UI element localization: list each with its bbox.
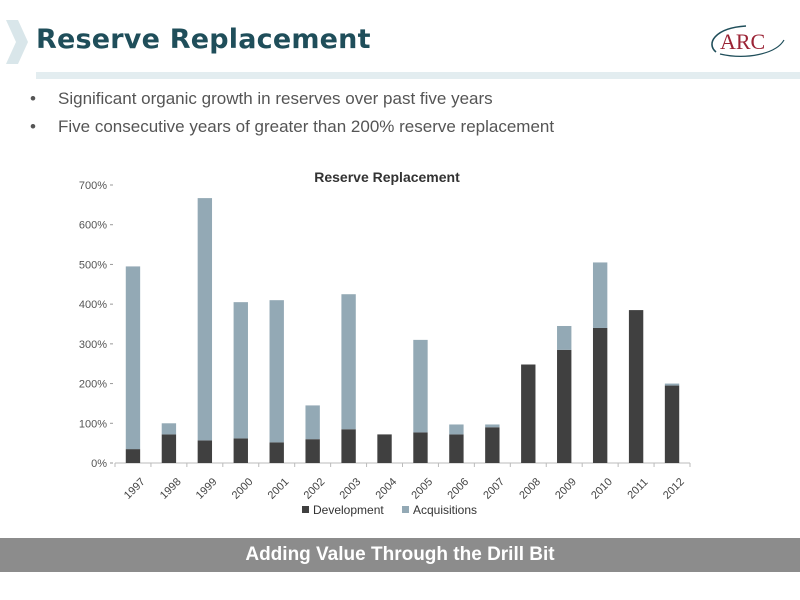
x-tick-label: 1999: [194, 476, 220, 502]
y-tick-label: 100%: [79, 418, 107, 430]
chart-legend: Development Acquisitions: [302, 503, 477, 517]
reserve-replacement-chart: Reserve Replacement 0% 100% 200% 300% 400% 50…: [79, 169, 691, 517]
bar-acquisitions-1997: [125, 266, 141, 450]
bullet-item: • Five consecutive years of greater than…: [30, 114, 554, 142]
y-tick-label: 300%: [79, 339, 107, 351]
x-tick-label: 2009: [553, 476, 579, 502]
bar-acquisitions-1999: [197, 198, 213, 441]
bullet-dot: •: [30, 117, 36, 136]
bar-acquisitions-2010: [592, 262, 608, 328]
bar-development-2008: [521, 364, 536, 463]
x-tick-label: 2007: [481, 476, 507, 502]
bar-development-1997: [125, 449, 141, 463]
bar-development-2007: [485, 427, 500, 463]
legend-label-development: Development: [313, 503, 384, 517]
bar-acquisitions-2007: [485, 424, 500, 428]
bullet-text: Significant organic growth in reserves o…: [58, 89, 493, 108]
logo-text: ARC: [720, 29, 765, 54]
bullet-list: • Significant organic growth in reserves…: [30, 86, 554, 142]
x-tick-label: 1998: [158, 476, 184, 502]
bar-development-2011: [628, 310, 644, 463]
footer-bar: Adding Value Through the Drill Bit: [0, 538, 800, 572]
x-tick-label: 2001: [266, 476, 292, 502]
chevron-decoration: [6, 20, 28, 64]
bar-acquisitions-2001: [269, 300, 284, 443]
bar-development-2004: [377, 434, 392, 463]
x-tick-label: 2008: [517, 476, 543, 502]
bar-acquisitions-2003: [341, 294, 356, 430]
bullet-item: • Significant organic growth in reserves…: [30, 86, 554, 114]
bar-development-2009: [557, 349, 572, 463]
bar-acquisitions-2006: [449, 424, 464, 435]
bullet-text: Five consecutive years of greater than 2…: [58, 117, 555, 136]
x-tick-label: 1997: [122, 476, 148, 502]
x-tick-label: 2012: [661, 476, 687, 502]
bar-development-2002: [305, 439, 320, 463]
x-tick-label: 2006: [445, 476, 471, 502]
y-tick-label: 400%: [79, 299, 107, 311]
bar-acquisitions-2000: [233, 302, 248, 439]
x-tick-label: 2002: [302, 476, 328, 502]
bar-acquisitions-2005: [413, 339, 428, 433]
bar-development-1999: [197, 440, 213, 463]
arc-logo: ARC: [711, 25, 785, 57]
bar-acquisitions-2012: [664, 383, 680, 386]
y-tick-label: 500%: [79, 259, 107, 271]
x-tick-label: 2004: [374, 476, 400, 502]
slide-title: Reserve Replacement: [36, 24, 371, 55]
legend-swatch-development: [302, 506, 309, 513]
bar-development-2003: [341, 429, 356, 463]
x-tick-label: 2010: [589, 476, 615, 502]
x-tick-label: 2011: [625, 476, 650, 501]
x-tick-label: 2003: [338, 476, 364, 502]
bar-development-2000: [233, 438, 248, 463]
chart-bars: [125, 198, 680, 463]
bar-acquisitions-2002: [305, 405, 320, 440]
legend-swatch-acquisitions: [402, 506, 409, 513]
x-tick-label: 2005: [409, 476, 435, 502]
bar-development-2010: [592, 327, 608, 463]
bar-development-2005: [413, 432, 428, 463]
footer-tagline: Adding Value Through the Drill Bit: [245, 544, 555, 565]
bar-development-2001: [269, 442, 284, 463]
bar-development-2006: [449, 434, 464, 463]
x-tick-label: 2000: [230, 476, 256, 502]
bullet-dot: •: [30, 89, 36, 108]
bar-development-1998: [161, 434, 177, 463]
bar-development-2012: [664, 385, 680, 463]
y-tick-label: 0%: [91, 458, 107, 470]
title-underline: [36, 72, 800, 79]
y-tick-label: 200%: [79, 379, 107, 391]
bar-acquisitions-1998: [161, 423, 177, 435]
bar-acquisitions-2009: [557, 325, 572, 350]
y-tick-label: 700%: [79, 180, 107, 192]
legend-label-acquisitions: Acquisitions: [413, 503, 477, 517]
chart-title: Reserve Replacement: [314, 169, 460, 185]
y-tick-label: 600%: [79, 220, 107, 232]
